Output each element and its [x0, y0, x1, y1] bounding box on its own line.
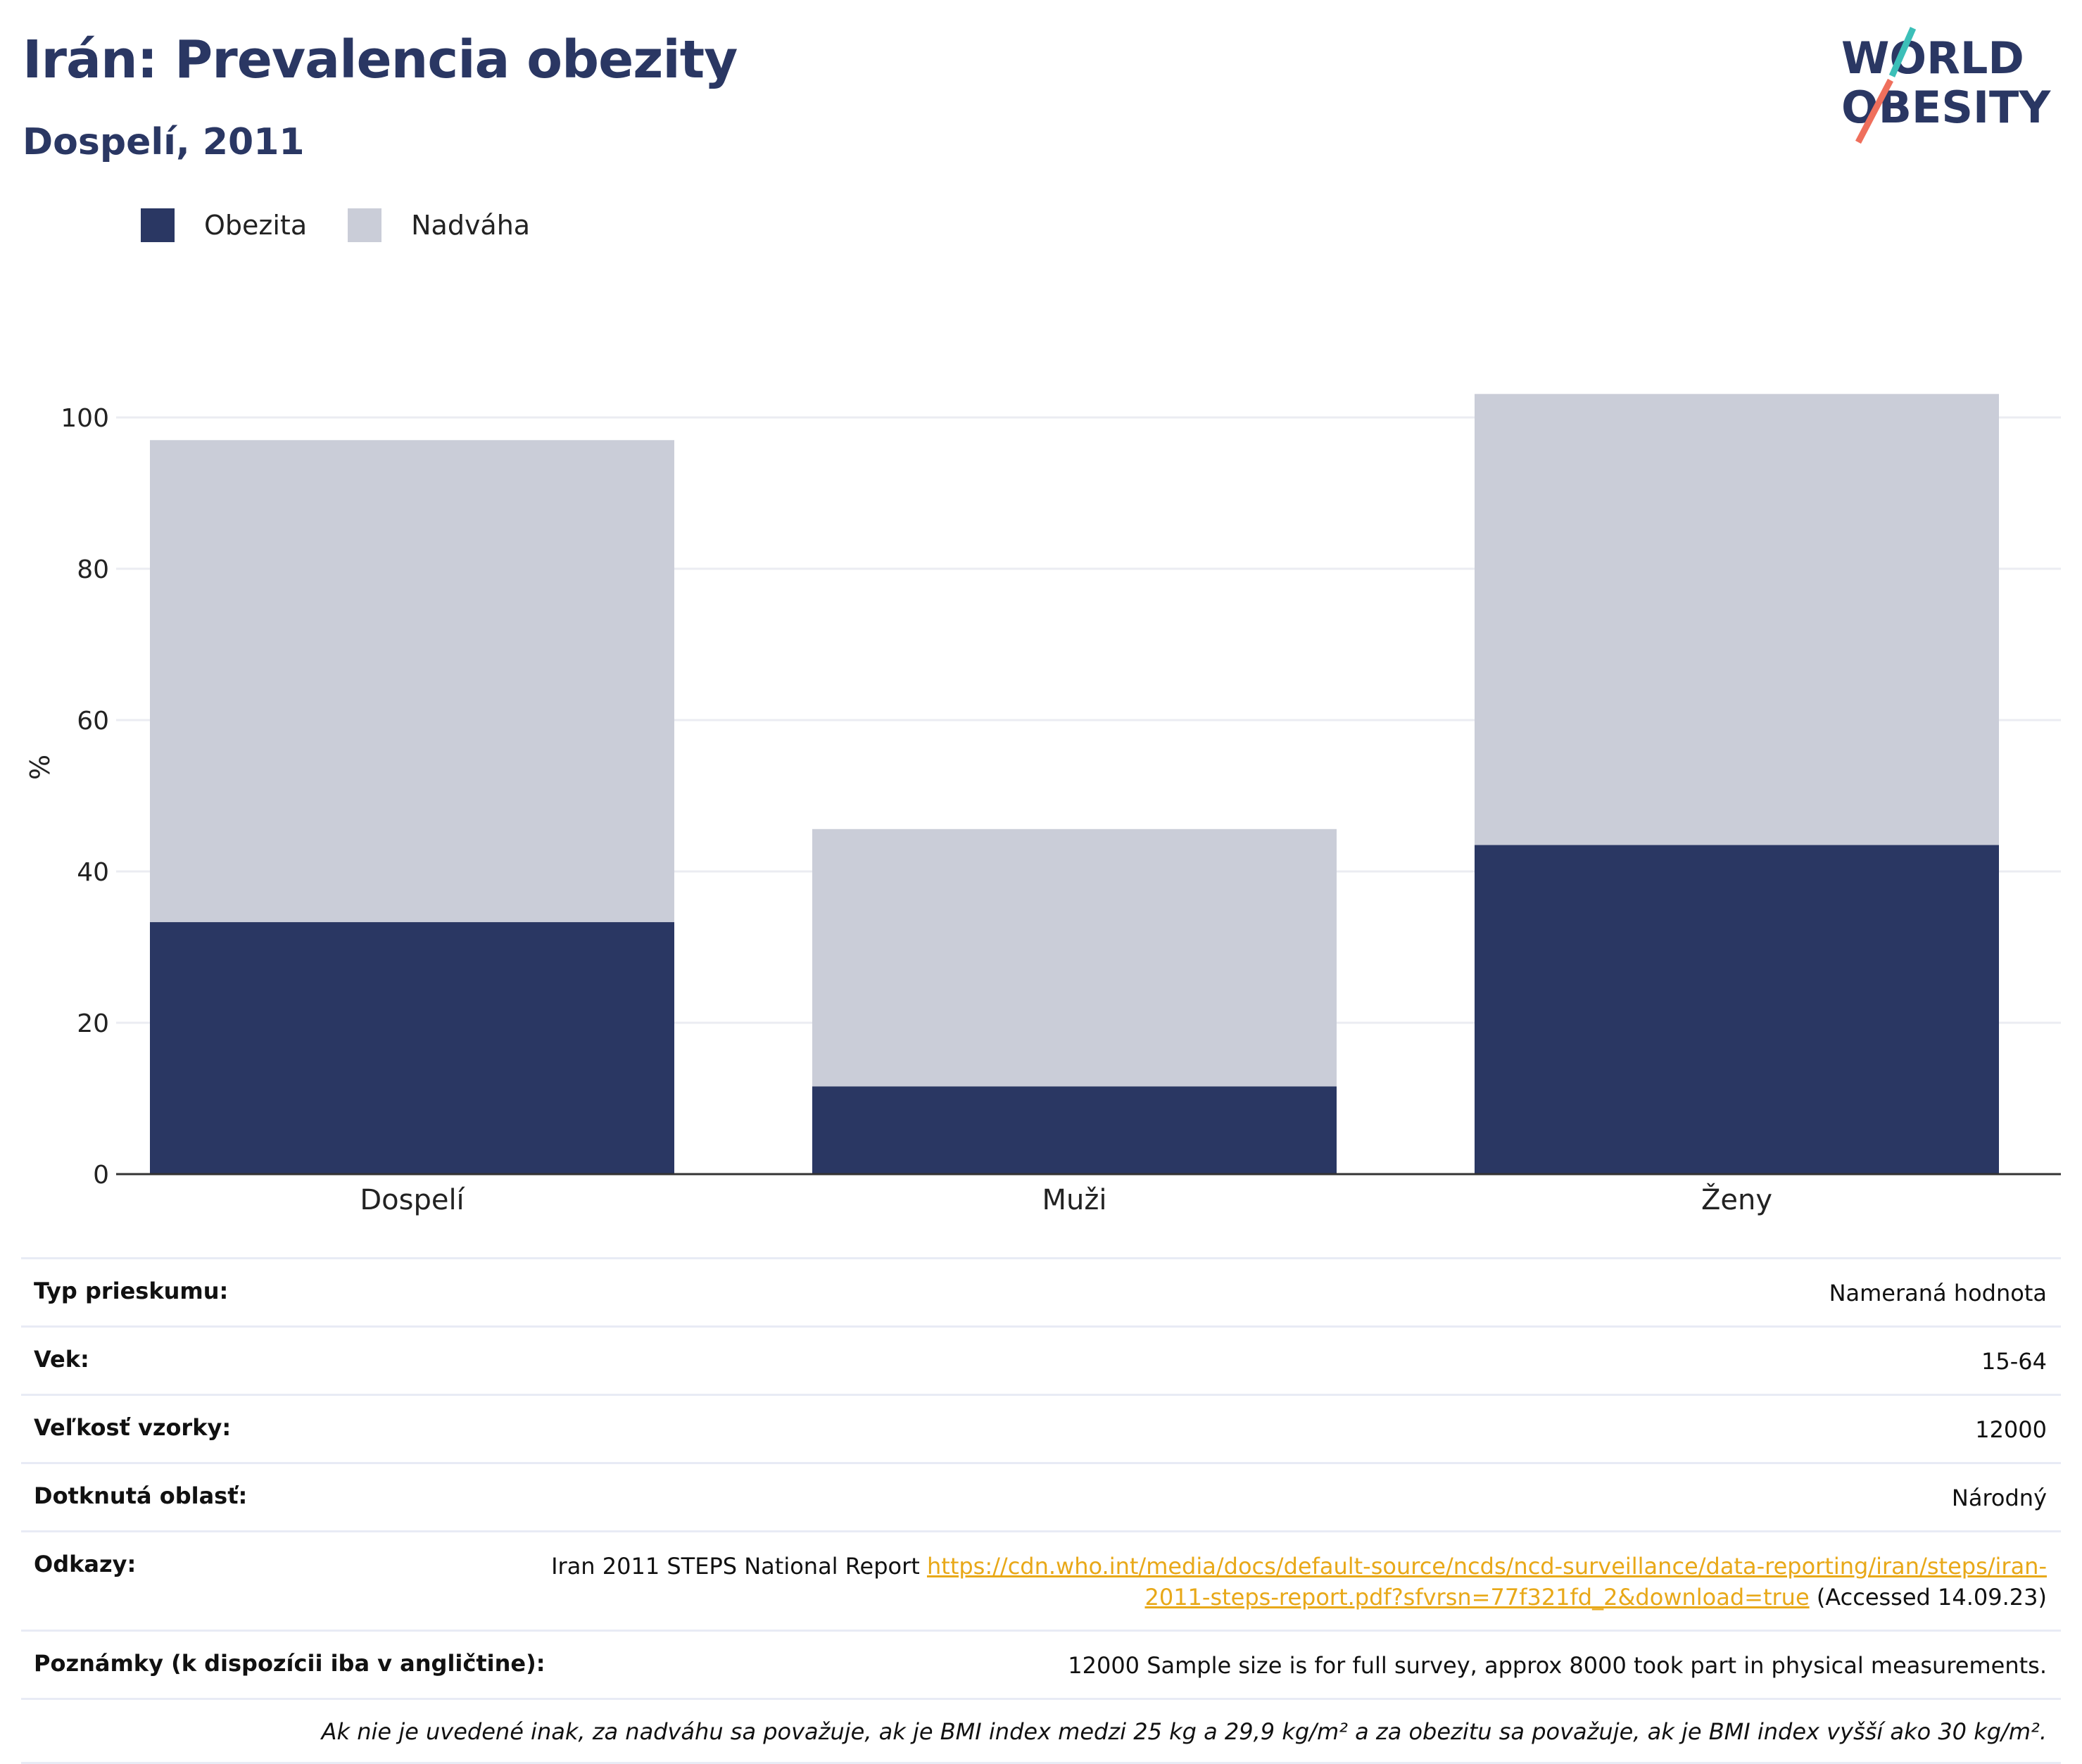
- info-row-references: Odkazy: Iran 2011 STEPS National Report …: [21, 1530, 2061, 1630]
- page-subtitle: Dospelí, 2011: [23, 121, 305, 163]
- x-tick-label: Muži: [1042, 1184, 1107, 1216]
- info-value: 15-64: [1981, 1348, 2047, 1375]
- bar-overweight-2: [812, 829, 1337, 1087]
- y-tick-label: 40: [77, 858, 109, 887]
- bar-obesity-2: [812, 1086, 1337, 1174]
- info-key: Typ prieskumu:: [34, 1278, 229, 1304]
- chart-legend: Obezita Nadváha: [141, 208, 571, 242]
- logo-line1: WORLD: [1841, 32, 2024, 84]
- info-key: Dotknutá oblasť:: [34, 1482, 248, 1509]
- reference-title: Iran 2011 STEPS National Report: [551, 1553, 920, 1580]
- page-title: Irán: Prevalencia obezity: [23, 30, 738, 90]
- stacked-bar-chart: 0 20 40 60 80 100% Dospelí Muži Ženy: [25, 393, 2061, 1216]
- y-axis-label: %: [25, 755, 56, 780]
- info-key: Veľkosť vzorky:: [34, 1414, 232, 1441]
- legend-item-overweight[interactable]: Nadváha: [348, 208, 530, 242]
- definition-footnote: Ak nie je uvedené inak, za nadváhu sa po…: [21, 1698, 2061, 1764]
- logo-line2: OBESITY: [1841, 82, 2051, 133]
- info-value: Nameraná hodnota: [1829, 1280, 2047, 1306]
- info-row-notes: Poznámky (k dispozícii iba v angličtine)…: [21, 1630, 2061, 1698]
- y-tick-label: 0: [93, 1161, 109, 1190]
- legend-swatch-obesity: [141, 208, 175, 242]
- info-value: Iran 2011 STEPS National Report https://…: [541, 1551, 2047, 1613]
- legend-swatch-overweight: [348, 208, 382, 242]
- info-value: 12000 Sample size is for full survey, ap…: [1068, 1652, 2047, 1679]
- reference-link[interactable]: https://cdn.who.int/media/docs/default-s…: [926, 1553, 2047, 1611]
- legend-item-obesity[interactable]: Obezita: [141, 208, 307, 242]
- bar-obesity-1: [150, 922, 674, 1174]
- legend-label-overweight: Nadváha: [411, 210, 531, 241]
- info-table: Typ prieskumu: Nameraná hodnota Vek: 15-…: [21, 1257, 2061, 1764]
- y-tick-label: 80: [77, 555, 109, 584]
- x-tick-label: Dospelí: [360, 1184, 465, 1216]
- info-row-age: Vek: 15-64: [21, 1325, 2061, 1394]
- info-key: Vek:: [34, 1346, 89, 1373]
- bar-overweight-3: [1475, 393, 1999, 845]
- info-row-area: Dotknutá oblasť: Národný: [21, 1462, 2061, 1530]
- info-value: 12000: [1975, 1416, 2047, 1443]
- info-row-sample-size: Veľkosť vzorky: 12000: [21, 1394, 2061, 1462]
- info-row-survey-type: Typ prieskumu: Nameraná hodnota: [21, 1257, 2061, 1325]
- bar-overweight-1: [150, 440, 674, 923]
- legend-label-obesity: Obezita: [204, 210, 308, 241]
- info-key: Odkazy:: [34, 1551, 137, 1577]
- reference-accessed: (Accessed 14.09.23): [1816, 1584, 2047, 1611]
- info-value: Národný: [1951, 1485, 2047, 1511]
- y-tick-label: 20: [77, 1009, 109, 1038]
- bar-obesity-3: [1475, 845, 1999, 1174]
- x-tick-label: Ženy: [1701, 1183, 1772, 1216]
- y-tick-label: 60: [77, 707, 109, 736]
- world-obesity-logo: WORLD OBESITY: [1841, 27, 2051, 144]
- info-key: Poznámky (k dispozícii iba v angličtine)…: [34, 1650, 545, 1677]
- y-tick-label: 100: [61, 404, 109, 433]
